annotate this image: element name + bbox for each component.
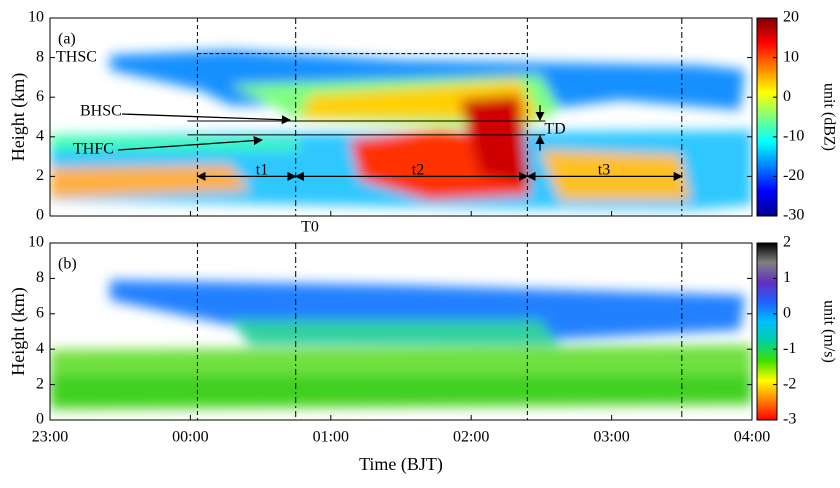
y-tick-label: 8 <box>36 48 44 65</box>
arrow <box>117 136 263 151</box>
y-tick-label: 6 <box>36 304 44 321</box>
y-axis-label: Height (km) <box>8 73 29 161</box>
colorbar-tick-label: -30 <box>783 207 804 224</box>
colorbar-tick-label: 0 <box>783 88 791 105</box>
y-tick-label: 2 <box>36 375 44 392</box>
x-tick-label: 23:00 <box>32 429 68 446</box>
annotation: THFC <box>73 141 114 158</box>
plot-frame <box>49 17 753 217</box>
colorbar-label: unit (m/s) <box>820 300 837 363</box>
colorbar-tick-label: 0 <box>783 304 791 321</box>
colorbar-tick-label: -2 <box>783 375 796 392</box>
panel-label: (a) <box>58 31 76 48</box>
y-tick-label: 0 <box>36 411 44 428</box>
colorbar <box>756 17 778 217</box>
y-tick-label: 10 <box>28 234 44 251</box>
colorbar-tick-label: 20 <box>783 9 799 26</box>
x-tick-label: 00:00 <box>172 429 208 446</box>
colorbar-tick-label: -3 <box>783 411 796 428</box>
colorbar-tick-label: 2 <box>783 234 791 251</box>
arrow <box>121 113 291 125</box>
x-axis-label: Time (BJT) <box>359 454 443 475</box>
plot-frame <box>49 242 753 421</box>
y-tick-label: 4 <box>36 340 44 357</box>
colorbar-tick-label: 10 <box>783 48 799 65</box>
colorbar-label: unit (dBZ) <box>820 83 837 151</box>
x-tick-label: 02:00 <box>453 429 489 446</box>
annotation: THSC <box>56 49 97 66</box>
reflectivity-field <box>50 50 752 210</box>
y-tick-label: 6 <box>36 88 44 105</box>
y-tick-label: 8 <box>36 269 44 286</box>
annotation: TD <box>544 121 565 138</box>
colorbar-tick-label: -20 <box>783 167 804 184</box>
annotation: T0 <box>301 219 319 236</box>
y-tick-label: 10 <box>28 9 44 26</box>
colorbar-tick-label: -1 <box>783 340 796 357</box>
panel-label: (b) <box>58 256 77 273</box>
x-tick-label: 03:00 <box>593 429 629 446</box>
x-tick-label: 04:00 <box>734 429 770 446</box>
y-tick-label: 2 <box>36 167 44 184</box>
y-tick-label: 0 <box>36 207 44 224</box>
x-tick-label: 01:00 <box>313 429 349 446</box>
colorbar <box>756 242 778 421</box>
velocity-field <box>50 280 752 410</box>
colorbar-tick-label: -10 <box>783 127 804 144</box>
y-axis-label: Height (km) <box>8 287 29 375</box>
annotation: BHSC <box>80 103 122 120</box>
colorbar-tick-label: 1 <box>783 269 791 286</box>
y-tick-label: 4 <box>36 127 44 144</box>
